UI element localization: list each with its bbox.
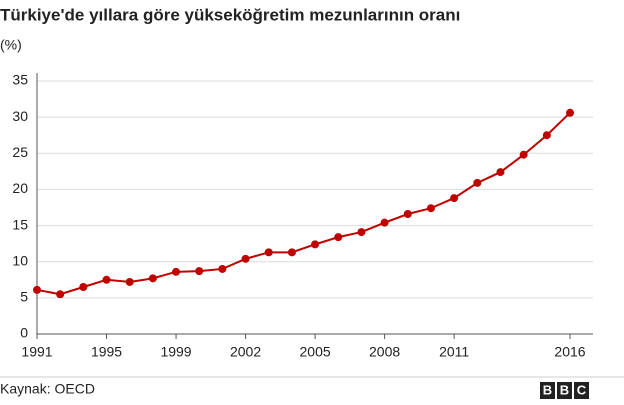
logo-letter: B [560, 382, 569, 397]
logo-box [574, 382, 589, 399]
y-tick-label: 0 [20, 325, 28, 341]
y-tick-label: 5 [20, 289, 28, 305]
data-point [403, 210, 412, 219]
data-point [334, 233, 343, 242]
data-point [241, 254, 250, 263]
logo-box [557, 382, 572, 399]
data-point [450, 194, 459, 203]
data-point [311, 240, 320, 249]
x-tick-label: 2016 [554, 344, 585, 360]
data-point [148, 274, 157, 283]
logo-letter: C [577, 382, 587, 397]
x-tick-label: 1991 [21, 344, 52, 360]
x-tick-label: 1995 [91, 344, 122, 360]
data-point [33, 285, 41, 294]
y-tick-label: 25 [12, 144, 28, 160]
x-tick-label: 2005 [300, 344, 331, 360]
y-tick-label: 20 [12, 180, 28, 196]
data-point [264, 248, 273, 257]
y-tick-label: 35 [12, 72, 28, 88]
y-axis-label: (%) [0, 37, 22, 53]
x-tick-label: 2008 [369, 344, 400, 360]
logo-letter: B [543, 382, 552, 397]
data-point [287, 248, 296, 257]
data-point [473, 178, 482, 187]
y-tick-label: 10 [12, 252, 28, 268]
data-point [56, 290, 65, 299]
data-point [496, 168, 505, 177]
data-point [79, 283, 88, 292]
data-point [519, 150, 528, 159]
data-point [102, 275, 111, 284]
data-point [357, 228, 366, 237]
data-point [426, 204, 435, 213]
x-tick-label: 1999 [160, 344, 191, 360]
x-tick-label: 2011 [439, 344, 469, 360]
chart-title: Türkiye'de yıllara göre yükseköğretim me… [0, 5, 460, 24]
source: Kaynak: OECD [0, 381, 95, 397]
x-tick-label: 2002 [230, 344, 261, 360]
data-point [172, 267, 181, 276]
data-point [195, 267, 204, 276]
data-point [125, 277, 134, 286]
data-point [218, 264, 227, 273]
y-tick-label: 30 [12, 108, 28, 124]
y-tick-label: 15 [12, 216, 28, 232]
data-point [380, 218, 389, 227]
data-point [566, 108, 574, 117]
logo-box [540, 382, 555, 399]
data-line [36, 112, 571, 296]
data-point [542, 131, 551, 140]
